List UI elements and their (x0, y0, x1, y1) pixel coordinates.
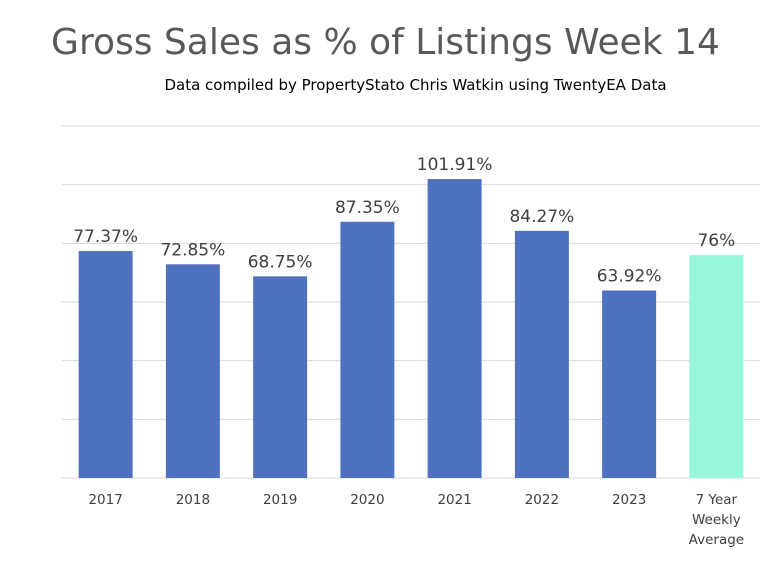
data-label-5: 101.91% (417, 155, 493, 175)
data-label-6: 84.27% (509, 207, 574, 227)
data-label-4: 87.35% (335, 198, 400, 218)
x-tick-label-6: 2022 (525, 492, 559, 508)
data-label-3: 68.75% (248, 252, 313, 272)
chart-subtitle: Data compiled by PropertyStato Chris Wat… (164, 76, 667, 94)
data-label-8: 76% (697, 231, 735, 251)
bar-4 (340, 221, 395, 479)
bar-6 (514, 230, 569, 478)
bar-2 (165, 264, 220, 478)
x-tick-label-7: 2023 (612, 492, 646, 508)
bar-3 (253, 276, 308, 478)
bar-5 (427, 179, 482, 478)
x-tick-label-2: 2018 (176, 492, 210, 508)
data-label-1: 77.37% (73, 227, 138, 247)
data-label-2: 72.85% (160, 240, 225, 260)
x-tick-label-5: 2021 (437, 492, 471, 508)
bar-7 (602, 290, 657, 478)
chart-title: Gross Sales as % of Listings Week 14 (51, 22, 720, 63)
x-tick-label-3: 2019 (263, 492, 297, 508)
bar-1 (78, 251, 133, 478)
bar-8 (689, 255, 744, 478)
x-tick-label-8: 7 Year Weekly Average (689, 492, 744, 548)
data-label-7: 63.92% (597, 267, 662, 287)
x-tick-label-1: 2017 (88, 492, 122, 508)
x-tick-label-4: 2020 (350, 492, 384, 508)
